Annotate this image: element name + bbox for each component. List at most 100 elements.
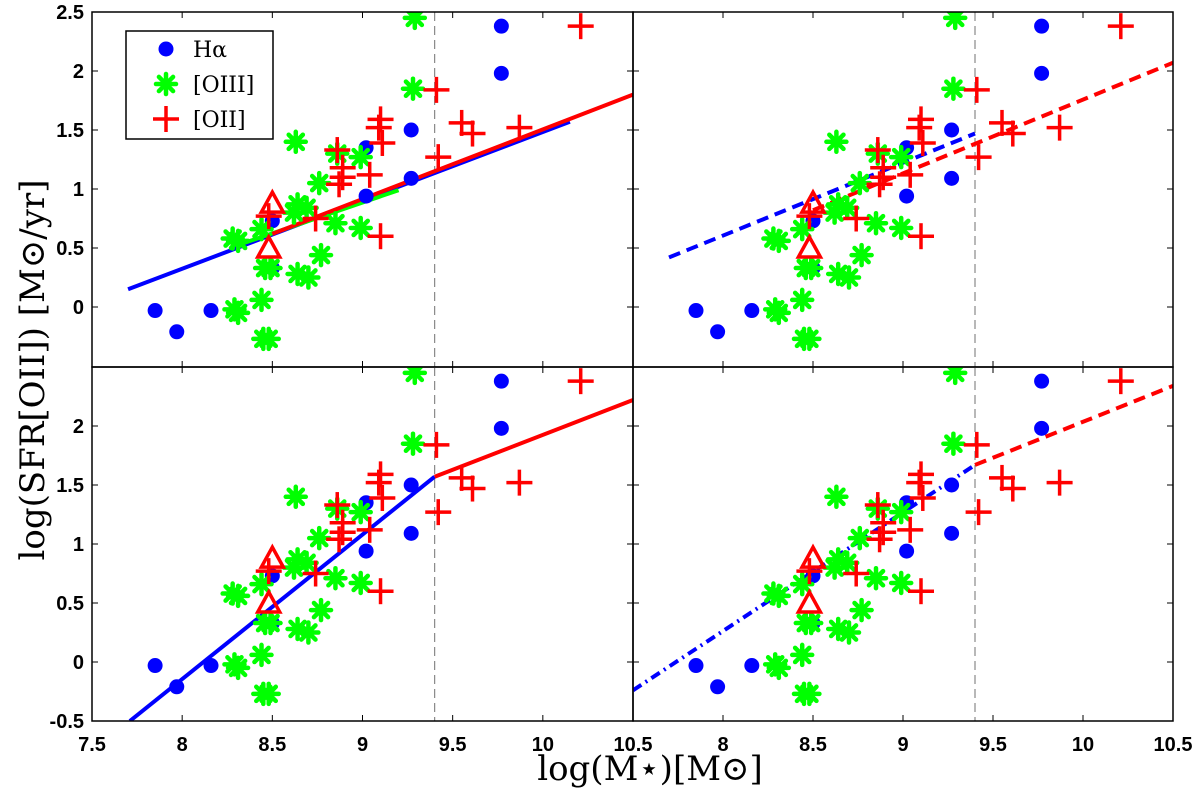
halpha-point: [744, 658, 760, 674]
oiii-point: [847, 170, 873, 196]
panel-frame: [632, 11, 1174, 368]
oii-point: [506, 114, 533, 141]
fit-line: [974, 384, 1173, 467]
oiii-point: [225, 655, 251, 681]
oiii-point: [766, 583, 792, 609]
oiii-point: [836, 265, 862, 290]
oiii-point: [258, 255, 283, 281]
x-axis-title: log(M⋆)[M⊙]: [537, 749, 763, 789]
oii-point: [909, 129, 936, 156]
oiii-point: [348, 499, 373, 525]
oii-point: [356, 516, 383, 543]
x-tick-label: 10.5: [1154, 734, 1193, 756]
fit-line: [433, 398, 633, 479]
triangle-point: [795, 588, 824, 614]
oiii-point: [283, 129, 309, 155]
x-tick-label: 9.5: [439, 734, 467, 756]
x-tick-label: 8: [177, 734, 188, 756]
halpha-point: [1034, 65, 1050, 81]
triangle-point: [795, 233, 824, 259]
oiii-point: [402, 12, 428, 31]
oii-point: [1107, 368, 1134, 395]
oiii-point: [283, 484, 309, 510]
oiii-point: [249, 287, 274, 313]
halpha-point: [1034, 18, 1050, 34]
oiii-point: [789, 216, 815, 242]
legend-marker-oii: [153, 106, 179, 132]
oii-point: [908, 106, 934, 133]
y-tick-label: 0: [73, 297, 84, 319]
fit-line: [128, 475, 436, 721]
oii-point: [356, 161, 383, 188]
oii-point: [999, 120, 1026, 147]
oii-point: [423, 431, 450, 458]
x-tick-label: 9: [357, 734, 368, 756]
oiii-point: [249, 642, 274, 668]
oii-point: [796, 558, 823, 585]
oii-point: [1046, 469, 1073, 496]
oiii-point: [400, 431, 426, 456]
oii-point: [367, 106, 394, 133]
halpha-point: [203, 658, 219, 674]
oiii-point: [256, 681, 281, 707]
halpha-point: [944, 525, 960, 541]
oii-point: [963, 76, 990, 103]
oiii-point: [863, 210, 889, 236]
oiii-point: [348, 144, 373, 170]
oiii-point: [258, 610, 283, 636]
oiii-point: [296, 265, 321, 290]
halpha-point: [944, 170, 960, 186]
x-tick-label: 10.5: [614, 734, 653, 756]
oii-point: [843, 205, 870, 232]
halpha-point: [169, 324, 185, 340]
halpha-point: [403, 122, 419, 138]
oiii-point: [834, 195, 860, 221]
oii-point: [324, 492, 351, 519]
oiii-point: [249, 216, 274, 242]
triangle-point: [799, 543, 827, 569]
oiii-point: [296, 620, 321, 645]
oiii-point: [306, 525, 332, 551]
oiii-point: [888, 215, 914, 241]
oii-point: [843, 560, 870, 587]
oii-point: [367, 578, 394, 605]
oii-point: [864, 492, 891, 519]
oiii-point: [400, 76, 426, 101]
oiii-point: [824, 129, 849, 155]
halpha-point: [147, 658, 163, 674]
oii-point: [567, 13, 594, 40]
y-tick-label: 1: [73, 534, 84, 556]
oiii-point: [888, 499, 914, 525]
panel-plot-area: [128, 367, 633, 721]
oiii-point: [256, 326, 281, 352]
oiii-point: [789, 642, 815, 668]
oii-point: [897, 516, 924, 543]
panel-plot-area: [633, 367, 1173, 721]
halpha-point: [944, 477, 960, 493]
oiii-point: [766, 300, 792, 326]
panel-bottom-right: [632, 366, 1174, 722]
oii-point: [448, 109, 475, 136]
panel-plot-area: [668, 12, 1173, 367]
oii-point: [367, 461, 394, 488]
oiii-point: [942, 367, 968, 386]
halpha-point: [358, 188, 374, 204]
oii-point: [423, 76, 450, 103]
oiii-point: [863, 565, 889, 591]
oiii-point: [824, 484, 849, 510]
oii-point: [963, 431, 990, 458]
oiii-point: [798, 610, 824, 636]
oiii-point: [847, 525, 873, 551]
oii-point: [965, 144, 992, 171]
oii-point: [965, 499, 992, 526]
oii-point: [796, 203, 823, 230]
oii-point: [302, 560, 329, 587]
legend-box: [125, 30, 274, 140]
halpha-point: [493, 65, 509, 81]
oiii-point: [402, 367, 428, 386]
oii-point: [864, 137, 891, 164]
y-axis-title: log(SFR[OII]) [M⊙/yr]: [13, 180, 53, 561]
triangle-point: [799, 188, 827, 214]
y-tick-label: 0: [73, 652, 84, 674]
